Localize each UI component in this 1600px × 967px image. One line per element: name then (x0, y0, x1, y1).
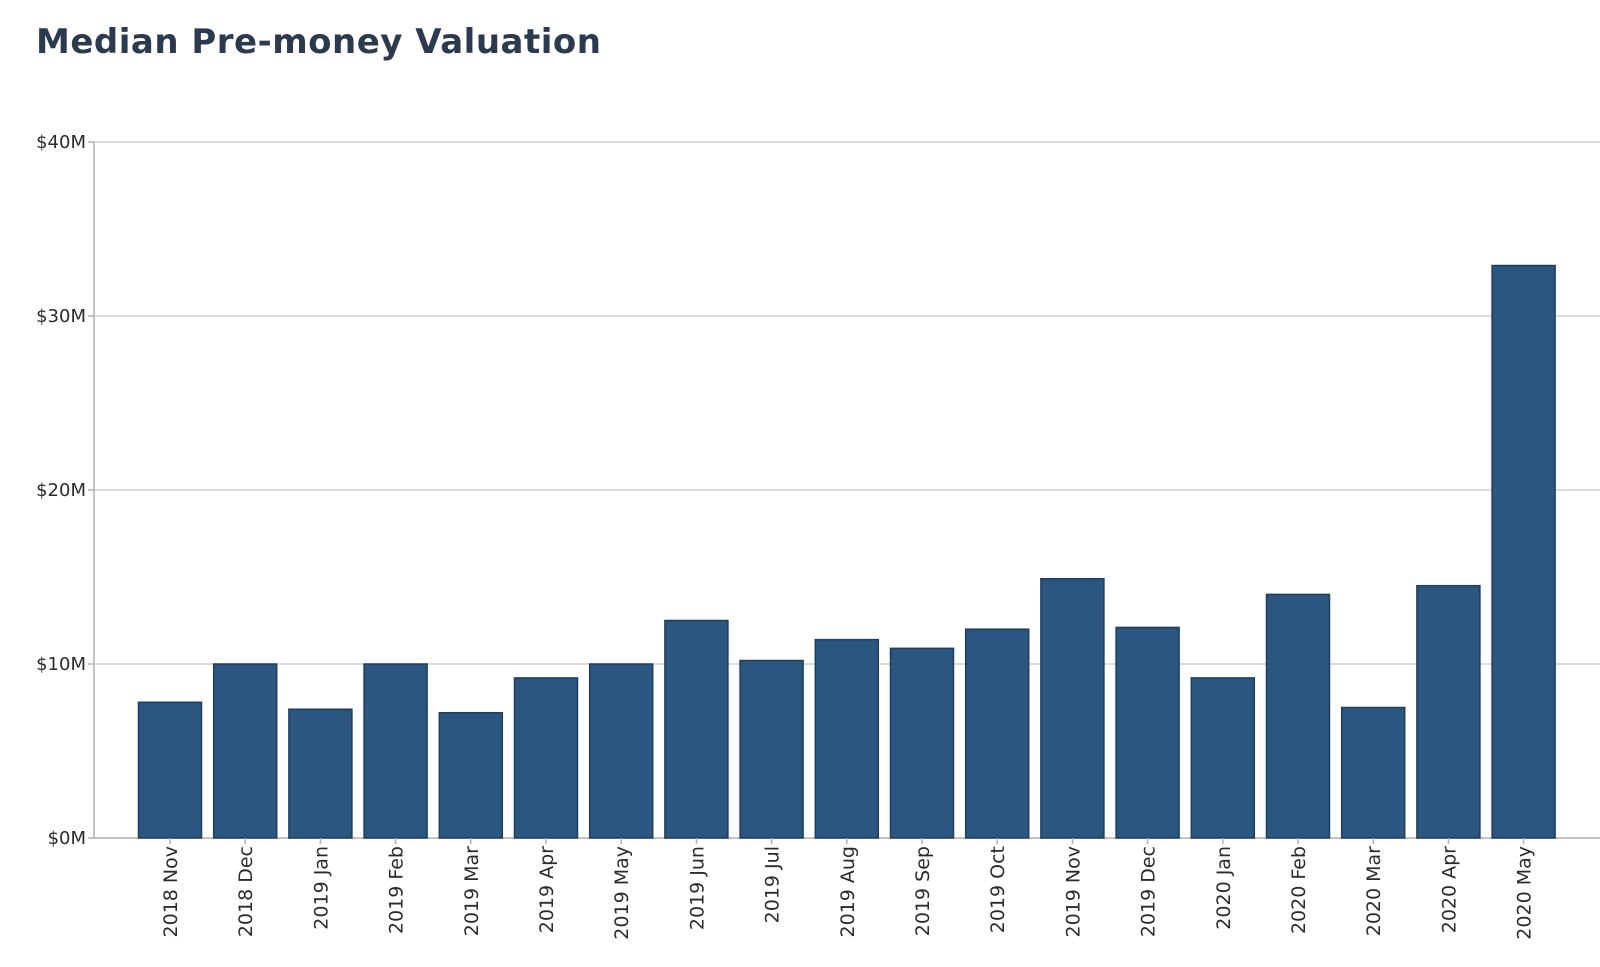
y-axis-ticks: $0M $10M $20M $30M $40M (36, 132, 86, 849)
bar[interactable] (363, 663, 428, 839)
bar[interactable] (814, 638, 880, 839)
x-tick-label: 2019 Mar (461, 846, 483, 936)
bar[interactable] (438, 711, 504, 839)
x-tick-label: 2020 Mar (1363, 846, 1385, 936)
x-tick-label: 2019 Oct (987, 846, 1009, 933)
x-tick-label: 2019 Apr (536, 846, 558, 933)
bar[interactable] (1190, 677, 1256, 839)
chart-title: Median Pre-money Valuation (36, 22, 602, 62)
x-tick-label: 2019 Dec (1138, 846, 1160, 937)
bar[interactable] (889, 647, 955, 839)
x-tick-label: 2019 Nov (1062, 846, 1084, 937)
bar[interactable] (1265, 593, 1331, 839)
x-tick-label: 2019 Feb (386, 846, 408, 934)
x-tick-label: 2019 Jan (310, 846, 332, 930)
y-tick-label: $10M (36, 654, 86, 675)
bar[interactable] (739, 659, 804, 839)
bars (137, 264, 1556, 839)
bar[interactable] (212, 663, 278, 839)
x-axis-ticks: 2018 Nov 2018 Dec 2019 Jan 2019 Feb 2019 Mar… (160, 838, 1536, 940)
bar[interactable] (1340, 706, 1406, 839)
x-tick-label: 2018 Dec (235, 846, 257, 937)
y-tick-label: $30M (36, 306, 86, 327)
bar[interactable] (1416, 584, 1481, 839)
bar[interactable] (664, 619, 729, 839)
x-tick-label: 2019 May (611, 846, 633, 940)
bar[interactable] (588, 663, 654, 839)
x-tick-label: 2018 Nov (160, 846, 182, 937)
bar[interactable] (137, 701, 203, 839)
bar[interactable] (1491, 264, 1556, 839)
bar[interactable] (1040, 577, 1105, 839)
x-tick-label: 2020 May (1514, 846, 1536, 940)
x-tick-label: 2019 Sep (912, 846, 934, 936)
y-tick-label: $20M (36, 480, 86, 501)
bar[interactable] (513, 677, 579, 839)
x-tick-label: 2020 Jan (1213, 846, 1235, 930)
x-tick-label: 2020 Apr (1438, 846, 1460, 933)
y-tick-label: $0M (48, 828, 86, 849)
x-tick-label: 2019 Aug (837, 846, 859, 938)
bar[interactable] (964, 628, 1030, 839)
bar[interactable] (1115, 626, 1180, 839)
y-tick-label: $40M (36, 132, 86, 153)
x-tick-label: 2019 Jul (762, 846, 784, 923)
x-tick-label: 2020 Feb (1288, 846, 1310, 934)
bar[interactable] (288, 708, 353, 839)
x-tick-label: 2019 Jun (686, 846, 708, 930)
